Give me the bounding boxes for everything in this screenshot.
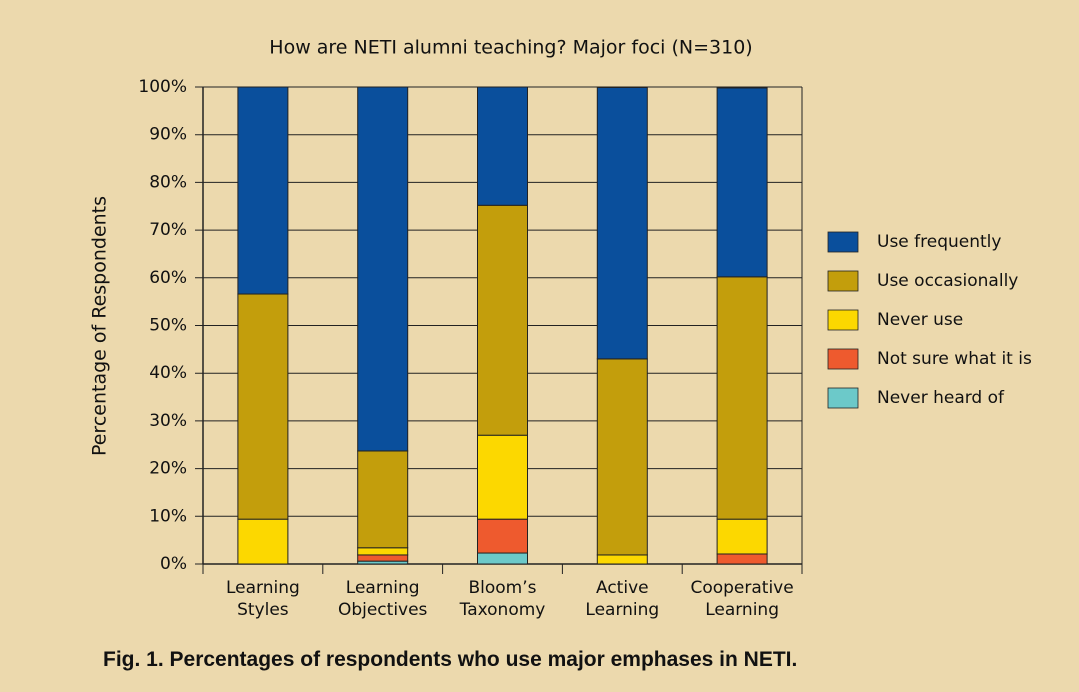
bar-segment <box>716 276 768 520</box>
legend-swatch <box>827 348 859 370</box>
x-tick-label: Learning Objectives <box>337 578 428 620</box>
bar-segment <box>357 554 409 562</box>
legend-swatch <box>827 387 859 409</box>
bar-segment <box>477 518 528 554</box>
bar-segment <box>716 87 768 278</box>
y-tick-label: 80% <box>149 172 187 192</box>
x-tick-label: Bloom’s Taxonomy <box>459 578 546 620</box>
y-tick-label: 10% <box>149 506 187 526</box>
bar-segment <box>357 86 409 452</box>
y-tick-label: 20% <box>149 459 187 479</box>
y-axis-label: Percentage of Respondents <box>89 196 111 456</box>
y-tick-label: 90% <box>149 125 187 145</box>
y-tick-label: 70% <box>149 220 187 240</box>
bar-segment <box>716 518 768 555</box>
legend-label: Never heard of <box>877 388 1005 408</box>
y-tick-label: 100% <box>138 77 187 97</box>
bar-segment <box>477 434 528 520</box>
y-tick-label: 0% <box>160 554 187 574</box>
legend-swatch <box>827 231 859 253</box>
x-tick-label: Active Learning <box>585 578 660 620</box>
bar-segment <box>596 358 648 556</box>
y-tick-label: 60% <box>149 268 187 288</box>
bar-segment <box>237 86 289 295</box>
bar-segment <box>477 86 528 206</box>
legend-swatch <box>827 309 859 331</box>
y-tick-label: 40% <box>149 363 187 383</box>
bar-segment <box>477 204 528 436</box>
bar-segment <box>716 553 768 565</box>
bar-segment <box>357 450 409 549</box>
bar-segment <box>237 293 289 520</box>
caption: Fig. 1. Percentages of respondents who u… <box>103 648 798 671</box>
bar-segment <box>477 552 528 565</box>
x-tick-label: Cooperative Learning <box>690 578 794 620</box>
legend-label: Use frequently <box>877 232 1001 252</box>
bar-segment <box>596 554 648 565</box>
legend-label: Use occasionally <box>877 271 1018 291</box>
y-tick-label: 30% <box>149 411 187 431</box>
chart-title: How are NETI alumni teaching? Major foci… <box>269 37 752 59</box>
legend-label: Never use <box>877 310 963 330</box>
legend-label: Not sure what it is <box>877 349 1032 369</box>
bar-segment <box>357 547 409 556</box>
bar-segment <box>596 86 648 360</box>
x-tick-label: Learning Styles <box>225 578 300 620</box>
bar-segment <box>237 518 289 565</box>
legend-swatch <box>827 270 859 292</box>
y-tick-label: 50% <box>149 316 187 336</box>
